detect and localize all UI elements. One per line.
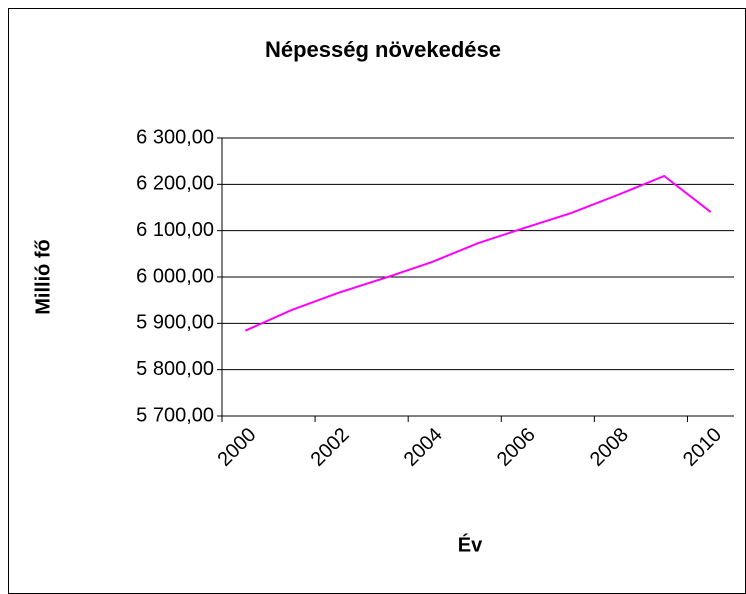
y-tick-label: 6 200,00 [136, 173, 214, 195]
y-tick-label: 6 300,00 [136, 126, 214, 148]
y-tick-label: 6 000,00 [136, 265, 214, 287]
data-line [244, 174, 712, 332]
y-tick-label: 6 100,00 [136, 219, 214, 241]
chart-title: Népesség növekedése [265, 37, 501, 62]
y-tick-label: 5 900,00 [136, 312, 214, 334]
chart-border [8, 8, 746, 594]
y-tick-label: 5 800,00 [136, 358, 214, 380]
x-axis-label: Év [458, 533, 483, 556]
y-axis-label: Millió fő [32, 239, 54, 315]
y-tick-label: 5 700,00 [136, 404, 214, 426]
